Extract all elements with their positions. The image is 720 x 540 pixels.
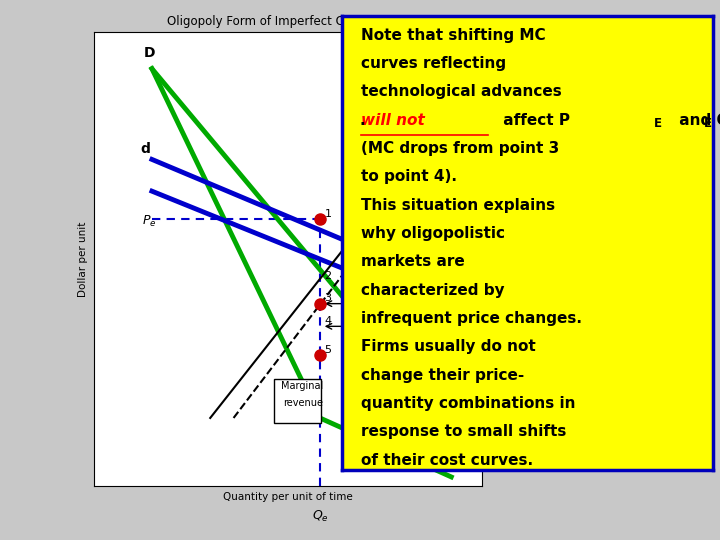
- Text: infrequent price changes.: infrequent price changes.: [361, 311, 582, 326]
- Text: E: E: [703, 117, 711, 130]
- Text: Firms usually do not: Firms usually do not: [361, 340, 535, 354]
- Text: (MC drops from point 3: (MC drops from point 3: [361, 141, 559, 156]
- Text: change their price-: change their price-: [361, 368, 523, 383]
- Text: $MC_2$: $MC_2$: [434, 154, 457, 168]
- Text: revenue: revenue: [283, 398, 323, 408]
- Text: D: D: [144, 46, 156, 60]
- Text: response to small shifts: response to small shifts: [361, 424, 566, 440]
- Text: 5: 5: [325, 345, 331, 355]
- Text: will not: will not: [361, 113, 424, 127]
- X-axis label: Quantity per unit of time: Quantity per unit of time: [223, 491, 353, 502]
- Text: $P_e$: $P_e$: [143, 214, 157, 229]
- Text: characterized by: characterized by: [361, 283, 504, 298]
- Text: curves reflecting: curves reflecting: [361, 56, 505, 71]
- FancyBboxPatch shape: [274, 380, 321, 423]
- Text: $Q_e$: $Q_e$: [312, 509, 329, 524]
- Text: why oligopolistic: why oligopolistic: [361, 226, 505, 241]
- Text: .: .: [360, 113, 366, 127]
- Text: E: E: [654, 117, 662, 130]
- Text: and Q: and Q: [674, 113, 720, 127]
- Text: 2: 2: [325, 271, 332, 281]
- Text: This situation explains: This situation explains: [361, 198, 554, 213]
- Text: Note that shifting MC: Note that shifting MC: [361, 28, 545, 43]
- Text: $MC_1$: $MC_1$: [426, 124, 449, 138]
- Text: 4: 4: [325, 316, 332, 326]
- Text: Marginal: Marginal: [281, 381, 323, 391]
- Text: 1: 1: [325, 209, 331, 219]
- Text: to point 4).: to point 4).: [361, 170, 456, 184]
- Text: d: d: [140, 141, 150, 156]
- Text: technological advances: technological advances: [361, 84, 562, 99]
- Title: Oligopoly Form of Imperfect Competition: Oligopoly Form of Imperfect Competition: [168, 16, 408, 29]
- Text: quantity combinations in: quantity combinations in: [361, 396, 575, 411]
- Y-axis label: Dollar per unit: Dollar per unit: [78, 221, 88, 297]
- Text: of their cost curves.: of their cost curves.: [361, 453, 533, 468]
- Text: markets are: markets are: [361, 254, 464, 269]
- Text: 3: 3: [325, 293, 331, 303]
- Text: affect P: affect P: [498, 113, 570, 127]
